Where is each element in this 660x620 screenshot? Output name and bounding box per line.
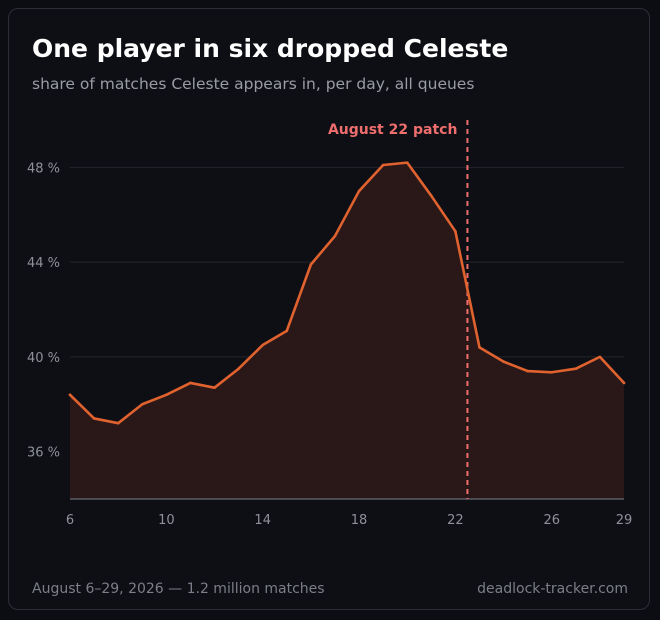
data-point-24 (502, 360, 505, 363)
data-point-22 (454, 230, 457, 233)
data-point-28 (598, 355, 602, 359)
footer-source: deadlock-tracker.com (477, 581, 628, 597)
data-point-17 (333, 234, 337, 238)
data-point-18 (357, 189, 361, 193)
x-tick-label-26: 26 (543, 513, 560, 528)
data-point-26 (550, 370, 554, 374)
x-tick-label-22: 22 (447, 513, 464, 528)
data-point-25 (526, 369, 529, 373)
footer-caption: August 6–29, 2026 — 1.2 million matches (32, 581, 325, 597)
data-point-7 (92, 417, 96, 420)
data-point-27 (574, 367, 578, 371)
data-point-29 (622, 381, 626, 385)
y-tick-label-48: 48 % (27, 161, 60, 176)
data-point-21 (430, 194, 433, 198)
data-point-9 (140, 402, 144, 406)
x-tick-labels: 6 10 14 18 22 26 29 (66, 513, 632, 528)
data-point-16 (309, 263, 313, 266)
data-point-20 (405, 161, 409, 164)
y-tick-label-44: 44 % (27, 256, 60, 271)
data-point-15 (285, 329, 289, 333)
x-tick-label-18: 18 (351, 513, 368, 528)
series-line (68, 161, 626, 425)
data-point-13 (237, 367, 240, 371)
data-point-23 (478, 346, 481, 349)
x-tick-label-29: 29 (616, 513, 633, 528)
x-tick-label-14: 14 (254, 513, 271, 528)
data-point-14 (261, 343, 264, 347)
series-area-fill (70, 162, 624, 499)
data-point-10 (165, 393, 168, 397)
y-tick-labels: 36 % 40 % 44 % 48 % (27, 161, 60, 460)
annotation-layer: August 22 patch (328, 120, 469, 499)
annotation-label-0: August 22 patch (328, 122, 457, 138)
x-tick-label-10: 10 (158, 513, 175, 528)
chart-title: One player in six dropped Celeste (32, 34, 509, 63)
data-point-8 (116, 421, 120, 425)
x-tick-label-6: 6 (66, 513, 74, 528)
data-point-11 (189, 381, 192, 385)
y-tick-label-40: 40 % (27, 351, 60, 366)
area-fill-layer (70, 162, 624, 499)
data-point-6 (68, 393, 72, 397)
data-point-12 (213, 386, 216, 389)
chart-subtitle: share of matches Celeste appears in, per… (32, 75, 475, 93)
data-point-19 (381, 163, 385, 167)
y-tick-label-36: 36 % (27, 446, 60, 461)
series-line-layer (68, 161, 626, 425)
